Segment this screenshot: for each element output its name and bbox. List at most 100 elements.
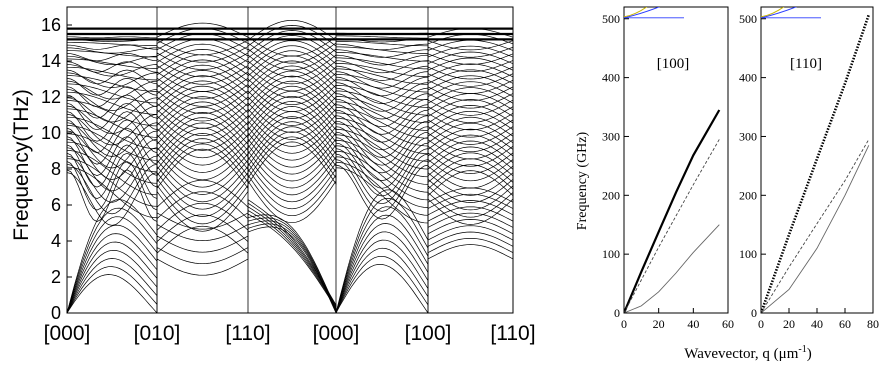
phonon-band xyxy=(67,54,513,99)
x-tick-label: [110] xyxy=(490,322,535,345)
x-tick-label: 80 xyxy=(867,317,879,331)
panel-100-curves xyxy=(624,7,721,313)
optical-curve-blue xyxy=(761,7,798,19)
phonon-band xyxy=(67,70,513,129)
phonon-band xyxy=(67,191,513,313)
y-tick-label: 100 xyxy=(602,247,620,261)
phonon-band xyxy=(67,80,513,144)
left-band-lines xyxy=(67,19,513,313)
phonon-band xyxy=(67,206,513,313)
x-tick-label: 60 xyxy=(722,317,734,331)
y-tick-label: 8 xyxy=(51,159,61,179)
panel-110-curves xyxy=(761,7,871,313)
y-tick-label: 300 xyxy=(739,129,757,143)
right-chart-panel-110: 0 100 200 300 400 500 0 20 40 60 80 [110] xyxy=(739,6,879,331)
y-tick-label: 100 xyxy=(739,247,757,261)
x-tick-label: [000] xyxy=(44,322,91,345)
phonon-band xyxy=(67,106,513,181)
phonon-band xyxy=(67,85,513,151)
dispersion-curve xyxy=(761,14,871,313)
x-tick-label: [110] xyxy=(225,322,270,345)
y-tick-label: 14 xyxy=(41,51,61,71)
phonon-band xyxy=(67,101,513,173)
phonon-band xyxy=(67,121,513,203)
phonon-band xyxy=(67,43,513,85)
phonon-band xyxy=(67,60,513,115)
y-tick-label: 0 xyxy=(614,306,620,320)
phonon-band xyxy=(67,65,513,122)
phonon-band xyxy=(67,148,513,224)
right-x-axis-label-sup: -1 xyxy=(798,344,806,355)
dispersion-curve xyxy=(624,139,720,313)
panel-100-y-ticks: 0 100 200 300 400 500 xyxy=(602,12,629,320)
x-tick-label: [010] xyxy=(134,322,181,345)
y-tick-label: 400 xyxy=(739,71,757,85)
x-tick-label: 20 xyxy=(653,317,665,331)
panel-110-label: [110] xyxy=(790,56,822,72)
x-tick-label: 60 xyxy=(839,317,851,331)
phonon-band xyxy=(67,45,513,92)
phonon-band xyxy=(67,126,513,210)
y-tick-label: 12 xyxy=(41,87,61,107)
phonon-band xyxy=(67,64,513,113)
phonon-band xyxy=(67,223,513,313)
phonon-band xyxy=(67,25,513,63)
phonon-band xyxy=(67,55,513,107)
y-tick-label: 2 xyxy=(51,267,61,287)
panel-100-label: [100] xyxy=(657,56,690,72)
phonon-band xyxy=(67,116,513,195)
left-y-ticks: 0 2 4 6 8 10 12 14 16 xyxy=(41,15,72,323)
y-tick-label: 200 xyxy=(602,188,620,202)
dispersion-curve xyxy=(624,109,721,313)
phonon-band xyxy=(67,70,513,119)
phonon-band xyxy=(67,133,513,203)
dispersion-curve xyxy=(624,224,720,313)
phonon-band xyxy=(67,214,513,313)
panel-110-x-ticks: 0 20 40 60 80 xyxy=(758,308,879,331)
right-x-axis-label-end: ) xyxy=(807,346,812,362)
left-y-axis-label: Frequency(THz) xyxy=(10,89,33,241)
x-tick-label: 0 xyxy=(621,317,627,331)
y-tick-label: 0 xyxy=(51,303,61,323)
phonon-band xyxy=(67,214,513,313)
phonon-band xyxy=(67,127,513,196)
x-tick-label: 0 xyxy=(758,317,764,331)
panel-100-frame xyxy=(623,6,729,314)
phonon-band xyxy=(67,75,513,126)
phonon-band xyxy=(67,75,513,137)
phonon-band xyxy=(67,50,513,100)
x-tick-label: 40 xyxy=(687,317,699,331)
phonon-band xyxy=(67,101,513,161)
y-tick-label: 500 xyxy=(739,12,757,26)
right-chart-panel-100: 0 100 200 300 400 500 0 20 40 60 [100] xyxy=(602,6,734,331)
phonon-band xyxy=(67,202,513,313)
x-tick-label: [100] xyxy=(405,322,452,345)
x-tick-label: [000] xyxy=(313,322,360,345)
phonon-band xyxy=(67,122,513,189)
y-tick-label: 10 xyxy=(41,123,61,143)
right-y-axis-label: Frequency (GHz) xyxy=(575,131,590,230)
right-x-axis-label: Wavevector, q (μm-1) xyxy=(684,344,811,362)
phonon-band xyxy=(67,91,513,147)
y-tick-label: 500 xyxy=(602,12,620,26)
dispersion-curve xyxy=(761,139,870,313)
phonon-band xyxy=(67,30,513,70)
phonon-band xyxy=(67,38,513,78)
y-tick-label: 4 xyxy=(51,231,61,251)
optical-curve-yellow xyxy=(761,7,785,18)
phonon-band xyxy=(67,138,513,210)
y-tick-label: 200 xyxy=(739,188,757,202)
x-tick-label: 40 xyxy=(811,317,823,331)
optical-curve-blue xyxy=(624,7,661,19)
phonon-band xyxy=(67,33,513,71)
phonon-band xyxy=(67,220,513,313)
x-tick-label: 20 xyxy=(783,317,795,331)
phonon-band xyxy=(67,59,513,106)
y-tick-label: 0 xyxy=(751,306,757,320)
y-tick-label: 300 xyxy=(602,129,620,143)
dispersion-curve xyxy=(761,145,870,313)
y-tick-label: 400 xyxy=(602,71,620,85)
panel-100-x-ticks: 0 20 40 60 xyxy=(621,308,734,331)
